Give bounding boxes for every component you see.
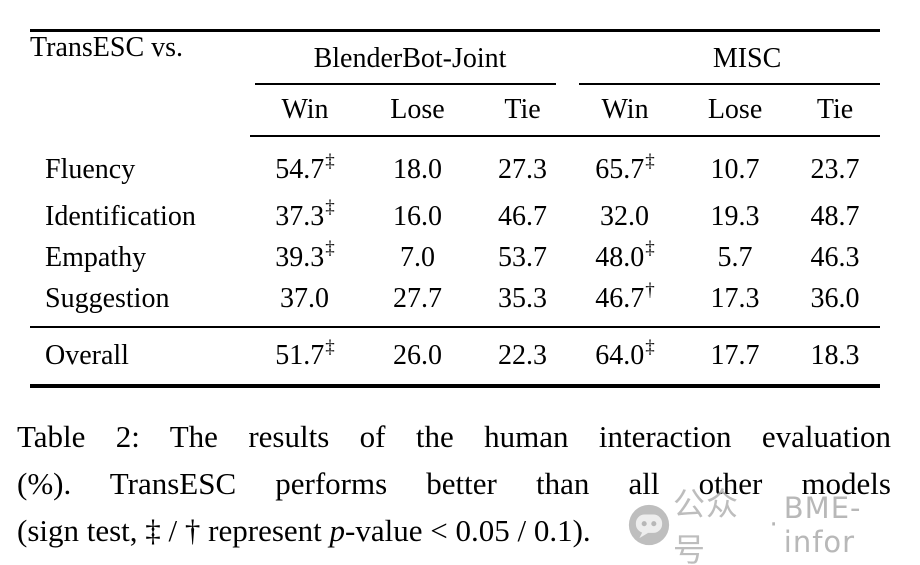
significance-mark: ‡ xyxy=(645,336,655,358)
cell-value: 19.3 xyxy=(710,200,760,232)
table-row: Identification 37.3‡ 16.0 46.7 32.0 19.3… xyxy=(30,196,880,237)
cell-value: 39.3‡ xyxy=(275,238,335,273)
row-label: Identification xyxy=(45,200,196,232)
row-label: Overall xyxy=(30,326,250,386)
significance-mark: ‡ xyxy=(325,238,335,260)
caption-text: -value < 0.05 / 0.1). xyxy=(345,513,591,548)
significance-mark: ‡ xyxy=(645,238,655,260)
cell-value: 18.3 xyxy=(790,326,881,386)
cell-value: 65.7‡ xyxy=(595,150,655,185)
cell-value: 51.7‡ xyxy=(250,326,360,386)
table-row: Fluency 54.7‡ 18.0 27.3 65.7‡ 10.7 23.7 xyxy=(30,136,880,196)
column-header-win: Win xyxy=(570,85,681,137)
cell-value: 53.7 xyxy=(498,241,548,273)
table-corner-header: TransESC vs. xyxy=(30,32,184,63)
column-header-tie: Tie xyxy=(790,85,881,137)
cell-value: 37.3‡ xyxy=(275,197,335,232)
column-header-lose: Lose xyxy=(680,85,791,137)
significance-mark: ‡ xyxy=(325,150,335,172)
significance-mark: ‡ xyxy=(325,336,335,358)
caption-p-italic: p xyxy=(329,513,346,548)
table-caption: Table 2: The results of the human intera… xyxy=(17,413,891,554)
cell-value: 64.0‡ xyxy=(570,326,681,386)
cell-value: 46.3 xyxy=(810,241,860,273)
group-header-blenderbot-joint: BlenderBot-Joint xyxy=(250,31,570,86)
group-header-label: MISC xyxy=(712,42,782,74)
table-row-overall: Overall 51.7‡ 26.0 22.3 64.0‡ 17.7 18.3 xyxy=(30,326,881,386)
row-label: Suggestion xyxy=(45,283,170,314)
cell-value: 5.7 xyxy=(717,241,753,273)
cell-value: 35.3 xyxy=(498,283,548,314)
cell-value: 36.0 xyxy=(810,283,860,314)
caption-line-1: Table 2: The results of the human intera… xyxy=(17,419,891,454)
caption-text: (sign test, ‡ / † represent xyxy=(17,513,330,548)
significance-mark: ‡ xyxy=(325,197,335,219)
table-group-header-row: TransESC vs. BlenderBot-Joint MISC xyxy=(30,31,881,86)
cell-value: 10.7 xyxy=(710,154,760,185)
column-header-lose: Lose xyxy=(360,85,475,137)
cell-value: 16.0 xyxy=(393,200,442,232)
column-header-win: Win xyxy=(250,85,360,137)
cell-value: 17.3 xyxy=(710,283,760,314)
significance-mark: ‡ xyxy=(645,150,655,172)
cell-value: 46.7† xyxy=(595,279,655,314)
cell-value: 17.7 xyxy=(680,326,791,386)
cell-value: 32.0 xyxy=(600,200,650,232)
table-row: Empathy 39.3‡ 7.0 53.7 48.0‡ 5.7 46.3 xyxy=(30,237,880,278)
cell-value: 27.3 xyxy=(498,154,548,185)
caption-line-3: (sign test, ‡ / † represent p-value < 0.… xyxy=(17,507,891,554)
results-table: TransESC vs. BlenderBot-Joint MISC Win L… xyxy=(30,29,881,388)
cell-value: 37.0 xyxy=(280,283,329,314)
cell-value: 26.0 xyxy=(360,326,475,386)
table-row: Suggestion 37.0 27.7 35.3 46.7† 17.3 36.… xyxy=(30,278,880,327)
cell-value: 7.0 xyxy=(400,241,435,273)
cell-value: 22.3 xyxy=(475,326,571,386)
cell-value: 46.7 xyxy=(498,200,548,232)
group-header-label: BlenderBot-Joint xyxy=(313,42,507,74)
caption-line-2: (%). TransESC performs better than all o… xyxy=(17,466,891,501)
cell-value: 23.7 xyxy=(810,154,860,185)
cell-value: 27.7 xyxy=(393,283,442,314)
group-header-misc: MISC xyxy=(570,31,881,86)
column-header-tie: Tie xyxy=(475,85,571,137)
cell-value: 54.7‡ xyxy=(275,150,335,185)
cell-value: 48.0‡ xyxy=(595,238,655,273)
row-label: Fluency xyxy=(45,153,136,185)
significance-mark: † xyxy=(645,279,655,301)
cell-value: 18.0 xyxy=(393,154,442,185)
cell-value: 48.7 xyxy=(810,200,860,232)
row-label: Empathy xyxy=(45,241,147,273)
table-subheader-row: Win Lose Tie Win Lose Tie xyxy=(30,85,881,137)
